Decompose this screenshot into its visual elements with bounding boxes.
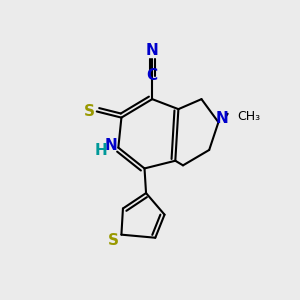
Text: S: S: [84, 104, 94, 119]
Text: N: N: [146, 43, 159, 58]
Text: CH₃: CH₃: [237, 110, 260, 123]
Text: N: N: [216, 111, 229, 126]
Text: S: S: [108, 233, 119, 248]
Text: C: C: [147, 68, 158, 83]
Text: H: H: [95, 143, 108, 158]
Text: N: N: [104, 138, 117, 153]
